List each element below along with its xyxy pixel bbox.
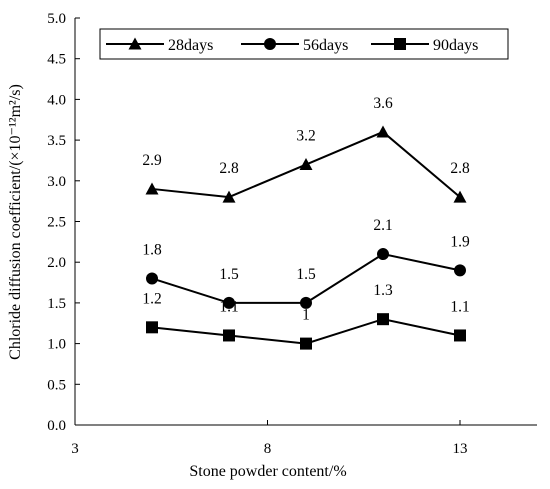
data-point	[146, 272, 158, 285]
x-tick-label: 13	[453, 441, 468, 457]
legend-marker	[394, 38, 406, 50]
y-tick-label: 1.5	[47, 296, 66, 312]
data-point	[376, 125, 390, 138]
data-point	[223, 329, 235, 342]
y-axis-title: Chloride diffusion coefficient/(×10⁻¹²m²…	[7, 84, 24, 360]
data-point	[454, 264, 466, 277]
data-label: 1.1	[450, 298, 469, 315]
legend-items: 28days 56days 90days	[106, 37, 478, 54]
data-label: 2.8	[450, 160, 470, 177]
data-label: 1.5	[219, 266, 239, 283]
data-label: 1.2	[142, 290, 161, 307]
series-layer	[145, 125, 467, 350]
data-labels: 2.9 2.8 3.2 3.6 2.8 1.8 1.5 1.5 2.1 1.9 1.2 1.1 1 1.3…	[142, 95, 470, 324]
data-label: 1.9	[450, 233, 470, 250]
data-label: 2.9	[142, 152, 162, 169]
series-28days	[145, 125, 467, 203]
series-90days	[146, 313, 466, 350]
y-tick-label: 2.0	[47, 255, 66, 271]
data-point	[377, 313, 389, 326]
data-point	[300, 337, 312, 350]
y-tick-label: 4.5	[47, 52, 66, 68]
legend-label: 28days	[168, 37, 213, 54]
data-point	[145, 182, 159, 195]
legend-marker	[264, 38, 276, 50]
data-label: 1	[302, 307, 310, 324]
y-tick-label: 4.0	[47, 92, 66, 108]
data-label: 1.5	[296, 266, 316, 283]
y-axis-ticks: 0.0 0.5 1.0 1.5 2.0 2.5 3.0 3.5 4.0 4.5 5.0	[47, 11, 80, 434]
legend-entry-28days: 28days	[106, 37, 213, 54]
data-label: 1.8	[142, 241, 162, 258]
data-label: 1.3	[373, 282, 393, 299]
legend-label: 56days	[303, 37, 348, 54]
data-point	[377, 248, 389, 261]
x-tick-label: 3	[71, 441, 79, 457]
data-label: 3.2	[296, 128, 315, 145]
data-label: 1.1	[219, 298, 238, 315]
y-tick-label: 1.0	[47, 337, 66, 353]
legend-entry-90days: 90days	[371, 37, 478, 54]
legend-box	[99, 28, 509, 60]
y-tick-label: 5.0	[47, 11, 66, 27]
data-point	[299, 158, 313, 171]
y-tick-label: 3.5	[47, 133, 66, 149]
data-label: 2.1	[373, 217, 392, 234]
plot-area	[75, 18, 537, 425]
legend-entry-56days: 56days	[241, 37, 348, 54]
x-tick-label: 8	[264, 441, 272, 457]
x-axis-title: Stone powder content/%	[189, 463, 346, 480]
series-56days	[146, 248, 466, 309]
data-point	[222, 190, 236, 203]
data-point	[453, 190, 467, 203]
data-point	[223, 296, 235, 309]
y-tick-label: 3.0	[47, 174, 66, 190]
y-tick-label: 0.5	[47, 377, 66, 393]
data-point	[300, 296, 312, 309]
data-point	[146, 321, 158, 334]
legend-label: 90days	[433, 37, 478, 54]
data-label: 2.8	[219, 160, 239, 177]
legend-marker	[128, 37, 142, 50]
x-axis-ticks: 3 8 13	[71, 420, 468, 457]
y-tick-label: 2.5	[47, 215, 66, 231]
legend: 28days 56days 90days	[99, 28, 509, 60]
data-label: 3.6	[373, 95, 393, 112]
y-tick-label: 0.0	[47, 418, 66, 434]
data-point	[454, 329, 466, 342]
